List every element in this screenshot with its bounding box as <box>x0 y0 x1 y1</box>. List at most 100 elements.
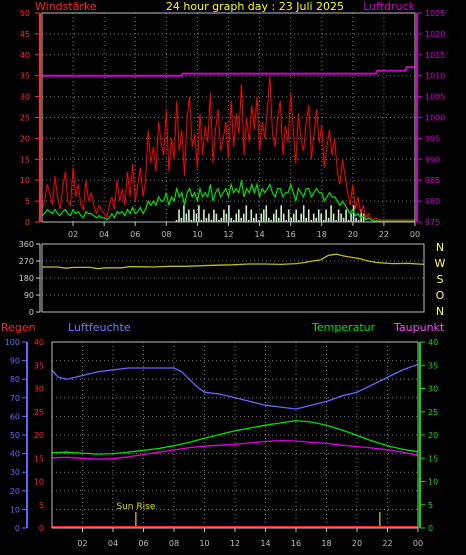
wind-bar <box>185 213 188 222</box>
temperature-tick-label: 10 <box>428 478 438 487</box>
rain-tick-label: 25 <box>34 408 44 417</box>
climate-time-label: 22 <box>382 539 392 548</box>
wind-bar <box>277 217 280 222</box>
wind-bar <box>310 219 312 222</box>
wind-bar <box>300 213 302 222</box>
wind-time-axis: 02 04 06 08 10 12 14 16 18 20 22 00 <box>68 222 420 239</box>
wind-bar <box>332 213 335 222</box>
wind-bar <box>218 219 220 222</box>
wind-time-label: 08 <box>161 230 171 239</box>
sun-rise-label: Sun Rise <box>116 502 155 512</box>
climate-time-label: 16 <box>291 539 301 548</box>
humidity-label: Luftfeuchte <box>68 321 131 334</box>
wind-tick-label: 5 <box>25 197 30 206</box>
wind-tick-label: 40 <box>20 51 30 60</box>
wind-bar <box>255 213 258 222</box>
wind-bar <box>188 209 190 222</box>
rain-tick-label: 35 <box>34 361 44 370</box>
wind-bar <box>193 209 195 222</box>
wind-bar <box>330 205 332 222</box>
wind-bar <box>198 205 200 222</box>
wind-bar <box>335 219 337 222</box>
wind-bar <box>250 209 253 222</box>
wind-bar <box>178 209 180 222</box>
wind-tick-label: 10 <box>20 176 30 185</box>
average-wind-line <box>41 180 415 222</box>
wind-bar <box>312 213 315 222</box>
wind-bar <box>215 213 218 222</box>
wind-bar <box>290 217 292 222</box>
temperature-tick-label: 5 <box>428 501 433 510</box>
humidity-tick-label: 10 <box>10 505 20 514</box>
wind-tick-label: 15 <box>20 155 30 164</box>
climate-time-label: 08 <box>169 539 179 548</box>
compass-label: W <box>435 257 446 270</box>
wind-bar <box>362 213 365 222</box>
humidity-tick-label: 20 <box>10 487 20 496</box>
pressure-line <box>42 66 415 77</box>
temperature-tick-label: 15 <box>428 454 438 463</box>
pressure-tick-label: 1020 <box>425 30 445 39</box>
wind-bar <box>317 209 320 222</box>
wind-bar <box>213 209 215 222</box>
humidity-tick-label: 70 <box>10 394 20 403</box>
wind-bar <box>292 213 295 222</box>
wind-bar <box>268 217 270 222</box>
wind-bar <box>342 217 345 222</box>
wind-bar <box>228 205 230 222</box>
wind-bar <box>315 217 317 222</box>
wind-bar <box>210 219 213 222</box>
wind-bar <box>285 219 287 222</box>
wind-bar <box>220 217 223 222</box>
wind-tick-label: 0 <box>25 218 30 227</box>
dewpoint-label: Taupunkt <box>393 321 445 334</box>
temperature-label: Temperatur <box>311 321 376 334</box>
wind-frame <box>41 12 416 223</box>
wind-time-label: 20 <box>348 230 358 239</box>
compass-label: N <box>436 305 444 318</box>
wind-bar <box>225 213 228 222</box>
wind-bar <box>352 205 355 222</box>
wind-bar <box>190 219 193 222</box>
pressure-tick-label: 985 <box>425 176 440 185</box>
wind-bar <box>260 213 263 222</box>
wind-bar <box>275 209 278 222</box>
climate-time-label: 06 <box>138 539 148 548</box>
wind-tick-label: 30 <box>20 93 30 102</box>
climate-time-axis: 02 04 06 08 10 12 14 16 18 20 22 00 <box>77 528 423 548</box>
wind-time-label: 22 <box>379 230 389 239</box>
wind-bar <box>265 205 268 222</box>
climate-time-label: 02 <box>77 539 87 548</box>
rain-tick-label: 5 <box>39 501 44 510</box>
wind-bar <box>233 219 235 222</box>
wind-time-label: 12 <box>223 230 233 239</box>
direction-tick-label: 0 <box>29 308 34 317</box>
wind-time-label: 18 <box>317 230 327 239</box>
wind-bar <box>302 205 305 222</box>
pressure-tick-label: 1010 <box>425 72 445 81</box>
direction-tick-label: 360 <box>19 240 34 249</box>
rain-axis: 0 5 10 15 20 25 30 35 40 <box>34 338 44 533</box>
wind-bar <box>203 209 205 222</box>
wind-bar <box>307 209 310 222</box>
dewpoint-line <box>51 439 419 460</box>
compass-label: O <box>436 289 445 302</box>
compass-label: N <box>436 241 444 254</box>
humidity-tick-label: 100 <box>5 338 20 347</box>
wind-time-label: 02 <box>68 230 78 239</box>
wind-bar <box>280 205 282 222</box>
direction-tick-label: 90 <box>24 291 34 300</box>
temperature-tick-label: 35 <box>428 361 438 370</box>
wind-bar <box>200 219 203 222</box>
wind-bar <box>287 209 290 222</box>
temperature-tick-label: 30 <box>428 385 438 394</box>
wind-time-label: 14 <box>254 230 264 239</box>
wind-bar <box>195 213 198 222</box>
temperature-tick-label: 0 <box>428 524 433 533</box>
wind-bar <box>350 213 352 222</box>
climate-time-label: 12 <box>230 539 240 548</box>
rain-tick-label: 15 <box>34 454 44 463</box>
wind-bar <box>320 213 322 222</box>
